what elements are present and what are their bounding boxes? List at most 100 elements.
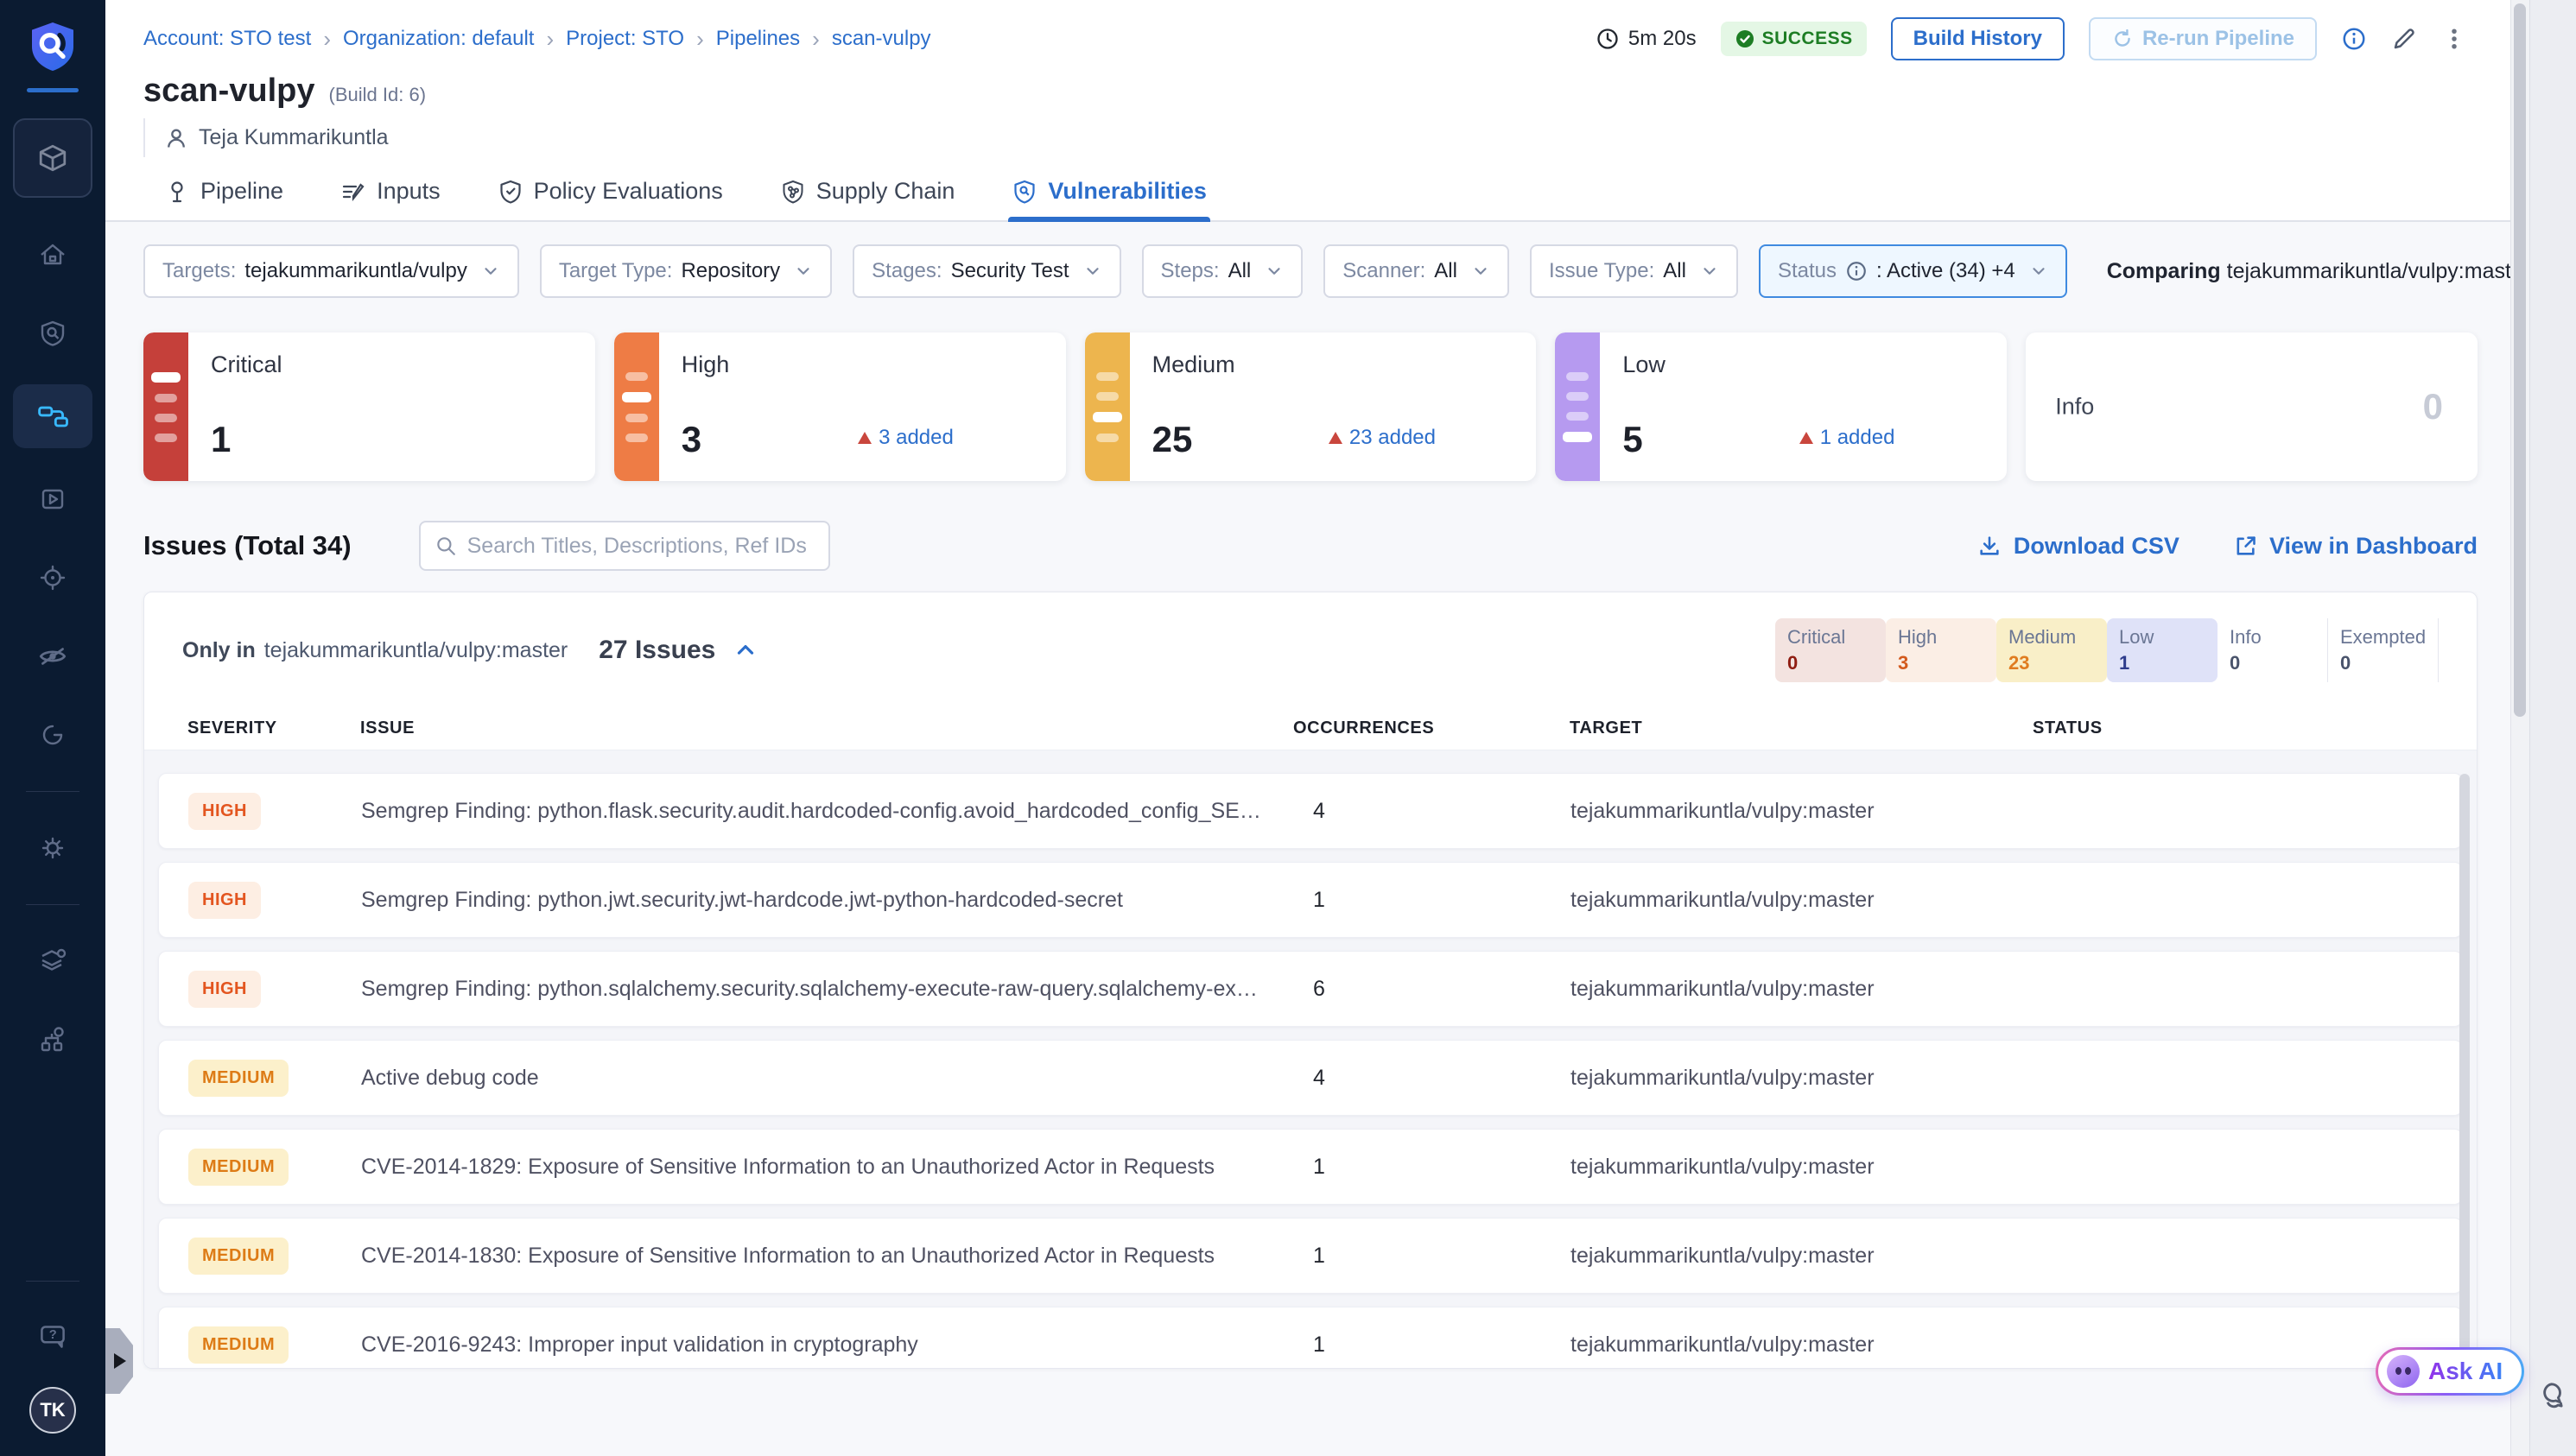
more-options-kebab-icon[interactable] — [2441, 26, 2467, 52]
filter-value: tejakummarikuntla/vulpy — [244, 259, 467, 282]
sidebar-item-governance[interactable] — [13, 1012, 92, 1067]
card-added-link[interactable]: 1 added — [1799, 426, 1894, 450]
triangle-up-icon — [1799, 432, 1813, 444]
table-row[interactable]: HIGH Semgrep Finding: python.flask.secur… — [158, 773, 2463, 849]
filter-row: Targets: tejakummarikuntla/vulpy Target … — [143, 244, 2576, 298]
table-scrollbar-thumb[interactable] — [2459, 774, 2470, 1368]
ask-ai-button[interactable]: Ask AI — [2376, 1347, 2525, 1396]
eye-off-icon — [35, 638, 71, 674]
issues-toolbar: Issues (Total 34) Download CSV View in D… — [143, 521, 2478, 571]
tab-policy-evaluations[interactable]: Policy Evaluations — [494, 164, 726, 220]
filter-dropdown[interactable]: Issue Type: All — [1529, 244, 1738, 298]
header-actions: 5m 20s SUCCESS Build History Re-run Pipe… — [1596, 17, 2467, 60]
triangle-up-icon — [1328, 432, 1342, 444]
tab-inputs[interactable]: Inputs — [337, 164, 444, 220]
sidebar-item-home[interactable] — [13, 227, 92, 282]
status-badge: SUCCESS — [1720, 22, 1867, 56]
sidebar-item-targets[interactable] — [13, 550, 92, 605]
chip-label: Info — [2230, 626, 2262, 648]
breadcrumb-link[interactable]: scan-vulpy — [831, 27, 931, 50]
harness-sto-logo[interactable] — [25, 19, 80, 74]
clock-icon — [1596, 27, 1620, 51]
download-csv-link[interactable]: Download CSV — [1977, 533, 2179, 560]
card-count: 1 — [211, 419, 232, 459]
filter-dropdown[interactable]: Targets: tejakummarikuntla/vulpy — [143, 244, 519, 298]
comparing-prefix: Comparing — [2106, 258, 2221, 283]
search-icon — [435, 535, 457, 557]
main-area: Account: STO test › Organization: defaul… — [105, 0, 2576, 1456]
severity-gauge-icon — [143, 332, 188, 481]
breadcrumb-separator-icon: › — [546, 25, 555, 52]
sidebar-item-get-started[interactable] — [13, 707, 92, 763]
info-icon-button[interactable] — [2341, 26, 2367, 52]
sidebar-item-help[interactable]: ? — [13, 1309, 92, 1364]
info-icon — [1845, 260, 1868, 282]
filter-dropdown[interactable]: Target Type: Repository — [539, 244, 833, 298]
chip-value: 3 — [1898, 652, 1909, 674]
table-row[interactable]: MEDIUM CVE-2014-1830: Exposure of Sensit… — [158, 1218, 2463, 1294]
chat-support-icon[interactable] — [2536, 1377, 2574, 1415]
breadcrumb-link[interactable]: Organization: default — [342, 27, 535, 50]
page-title: scan-vulpy — [143, 73, 315, 109]
table-row[interactable]: HIGH Semgrep Finding: python.jwt.securit… — [158, 862, 2463, 938]
target-value: tejakummarikuntla/vulpy:master — [1570, 798, 1875, 823]
page-scrollbar-track[interactable] — [2510, 0, 2529, 1456]
search-box — [418, 521, 830, 571]
page-scrollbar-thumb[interactable] — [2514, 3, 2526, 717]
chip-label: Medium — [2008, 626, 2077, 648]
tab-vulnerabilities[interactable]: Vulnerabilities — [1008, 164, 1210, 222]
tab-label: Pipeline — [200, 178, 284, 204]
rerun-pipeline-button[interactable]: Re-run Pipeline — [2088, 17, 2317, 60]
sidebar-item-executions[interactable] — [13, 472, 92, 527]
card-severity-label: Info — [2055, 393, 2095, 420]
filter-dropdown[interactable]: Scanner: All — [1323, 244, 1509, 298]
filter-dropdown[interactable]: Stages: Security Test — [853, 244, 1121, 298]
tab-pipeline[interactable]: Pipeline — [161, 164, 287, 220]
build-id: (Build Id: 6) — [328, 84, 427, 105]
download-icon — [1977, 534, 2002, 558]
divider — [26, 791, 79, 792]
pipeline-pin-icon — [164, 179, 190, 205]
breadcrumb-link[interactable]: Account: STO test — [143, 27, 312, 50]
table-row[interactable]: MEDIUM CVE-2014-1829: Exposure of Sensit… — [158, 1129, 2463, 1205]
build-history-button[interactable]: Build History — [1890, 17, 2065, 60]
card-count: 0 — [2422, 386, 2443, 427]
occurrences-value: 1 — [1313, 887, 1325, 912]
issues-total-title: Issues (Total 34) — [143, 530, 352, 560]
filter-dropdown[interactable]: Steps: All — [1141, 244, 1304, 298]
table-row[interactable]: HIGH Semgrep Finding: python.sqlalchemy.… — [158, 951, 2463, 1027]
sidebar-item-settings[interactable] — [13, 820, 92, 876]
card-added-link[interactable]: 3 added — [858, 426, 954, 450]
occurrences-value: 1 — [1313, 1154, 1325, 1179]
sidebar-item-overview[interactable] — [13, 306, 92, 361]
user-avatar[interactable]: TK — [29, 1387, 76, 1434]
edit-pipeline-button[interactable] — [2391, 26, 2417, 52]
user-icon — [164, 126, 188, 150]
chip-value: 23 — [2008, 652, 2030, 674]
check-circle-icon — [1735, 28, 1755, 49]
tab-supply-chain[interactable]: Supply Chain — [777, 164, 959, 220]
table-row[interactable]: MEDIUM CVE-2016-9243: Improper input val… — [158, 1307, 2463, 1368]
sidebar-item-exemptions[interactable] — [13, 629, 92, 684]
page-header: Account: STO test › Organization: defaul… — [105, 0, 2510, 222]
filter-dropdown[interactable]: Status : Active (34) +4 — [1758, 244, 2067, 298]
occurrences-value: 4 — [1313, 1065, 1325, 1090]
breadcrumb-link[interactable]: Project: STO — [566, 27, 685, 50]
vulnerabilities-content: Targets: tejakummarikuntla/vulpy Target … — [105, 222, 2576, 1369]
table-row[interactable]: MEDIUM Active debug code 4 tejakummariku… — [158, 1040, 2463, 1116]
severity-badge: MEDIUM — [188, 1237, 289, 1275]
sidebar-item-pipelines[interactable] — [13, 384, 92, 448]
card-added-link[interactable]: 23 added — [1328, 426, 1436, 450]
chevron-down-icon — [481, 262, 500, 281]
filter-value: All — [1663, 259, 1686, 282]
filter-value: All — [1228, 259, 1252, 282]
module-selector-cube-icon[interactable] — [13, 118, 92, 198]
chip-label: Low — [2119, 626, 2154, 648]
target-value: tejakummarikuntla/vulpy:master — [1570, 1243, 1875, 1268]
collapse-group-chevron-up-icon[interactable] — [733, 637, 758, 663]
breadcrumb-link[interactable]: Pipelines — [715, 27, 801, 50]
search-input[interactable] — [466, 533, 815, 559]
view-in-dashboard-link[interactable]: View in Dashboard — [2233, 533, 2478, 560]
pipelines-icon — [34, 397, 72, 435]
sidebar-item-default-settings[interactable] — [13, 934, 92, 989]
